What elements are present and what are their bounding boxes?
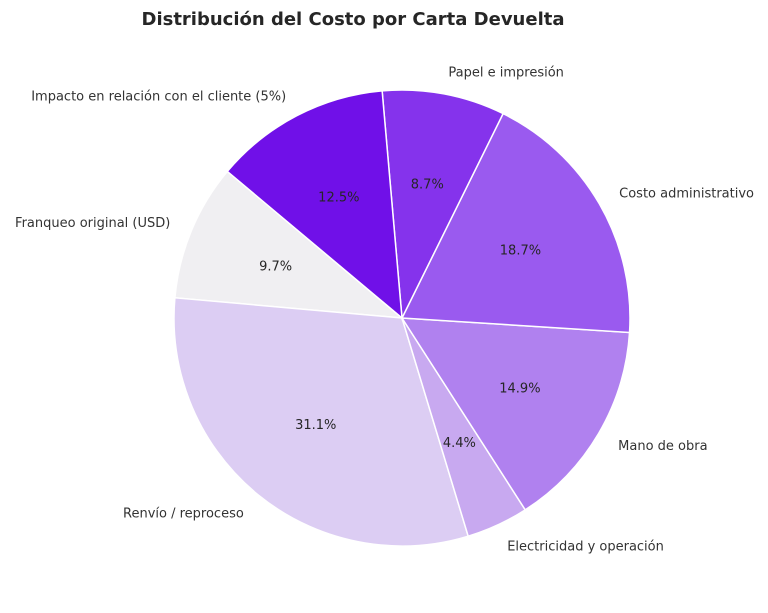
pie-slice-1: [174, 170, 405, 319]
pie-slice-4: [400, 317, 631, 511]
category-label: Mano de obra: [618, 439, 707, 454]
percent-label: 9.7%: [259, 260, 292, 275]
percent-label: 14.9%: [499, 381, 540, 396]
percent-labels: 9.7% 31.1% 4.4% 14.9% 18.7% 8.7% 12.5%: [259, 178, 541, 452]
category-label: Electricidad y operación: [507, 540, 664, 555]
pie-slices: [173, 89, 631, 547]
category-label: Costo administrativo: [619, 187, 754, 202]
category-labels: Franqueo original (USD) Renvío / reproces…: [15, 66, 754, 555]
pie-slice-5: [400, 112, 631, 334]
pie-slice-6: [381, 89, 505, 321]
pie-slice-7: [226, 90, 403, 320]
category-label: Impacto en relación con el cliente (5%): [31, 90, 286, 105]
category-label: Renvío / reproceso: [123, 507, 244, 522]
percent-label: 12.5%: [318, 191, 359, 206]
category-label: Papel e impresión: [448, 66, 564, 81]
percent-label: 4.4%: [443, 436, 476, 451]
category-label: Franqueo original (USD): [15, 216, 170, 231]
chart-title: Distribución del Costo por Carta Devuelt…: [142, 9, 565, 30]
percent-label: 8.7%: [411, 178, 444, 193]
percent-label: 18.7%: [500, 244, 541, 259]
percent-label: 31.1%: [295, 418, 336, 433]
pie-slice-2: [173, 296, 470, 547]
